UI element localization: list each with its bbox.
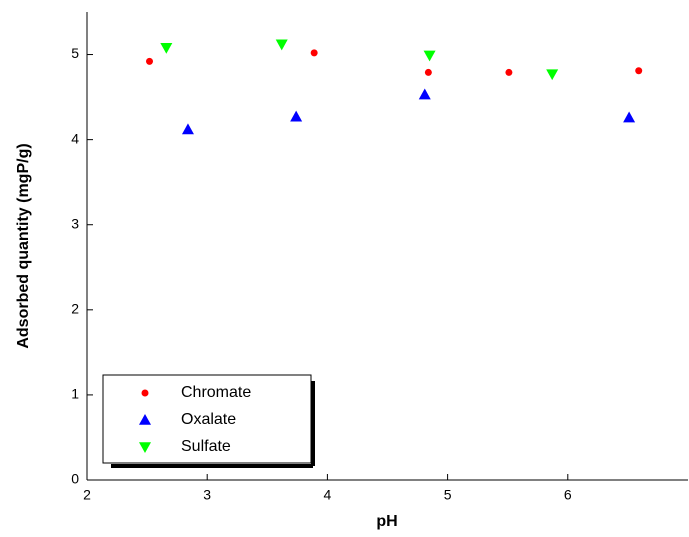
point bbox=[181, 123, 194, 135]
x-axis-title: pH bbox=[376, 513, 397, 530]
y-tick-label: 1 bbox=[71, 386, 79, 402]
x-tick-label: 6 bbox=[564, 487, 572, 503]
point bbox=[505, 68, 513, 76]
point bbox=[290, 110, 303, 122]
legend-label: Oxalate bbox=[181, 411, 236, 428]
legend-box bbox=[102, 374, 312, 464]
point bbox=[310, 49, 318, 57]
point bbox=[424, 68, 432, 76]
x-tick-label: 2 bbox=[83, 487, 91, 503]
point bbox=[623, 111, 636, 123]
y-tick-label: 2 bbox=[71, 301, 79, 317]
point bbox=[275, 39, 288, 51]
y-tick-label: 0 bbox=[71, 471, 79, 487]
x-tick-label: 5 bbox=[444, 487, 452, 503]
point bbox=[635, 67, 643, 75]
legend-marker bbox=[141, 389, 149, 397]
y-tick-label: 3 bbox=[71, 215, 79, 231]
y-axis-title: Adsorbed quantity (mgP/g) bbox=[15, 143, 32, 348]
legend-marker bbox=[139, 414, 151, 425]
point bbox=[418, 88, 431, 100]
point bbox=[146, 57, 154, 65]
point bbox=[423, 50, 436, 62]
y-tick-label: 4 bbox=[71, 130, 79, 146]
legend-label: Chromate bbox=[181, 384, 251, 401]
x-tick-label: 3 bbox=[203, 487, 211, 503]
y-tick-label: 5 bbox=[71, 45, 79, 61]
x-tick-label: 4 bbox=[324, 487, 332, 503]
point bbox=[160, 42, 173, 54]
legend-marker bbox=[139, 442, 151, 453]
point bbox=[546, 69, 559, 81]
legend-label: Sulfate bbox=[181, 438, 231, 455]
